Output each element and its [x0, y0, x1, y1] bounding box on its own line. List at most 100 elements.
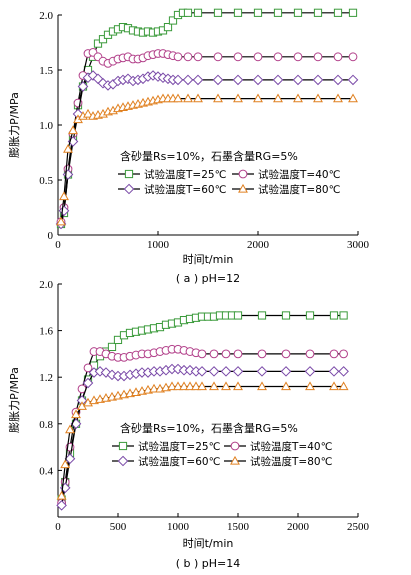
data-point	[281, 311, 291, 320]
data-point	[167, 381, 177, 391]
data-point	[71, 409, 81, 419]
data-point	[183, 93, 193, 103]
legend-item: 试验温度T=40℃	[224, 440, 332, 453]
legend-label: 试验温度T=80℃	[250, 455, 332, 468]
data-point	[149, 383, 159, 393]
annotation: 含砂量Rs=10%，石墨含量RG=5%	[120, 421, 298, 435]
x-tick-label: 3000	[347, 239, 370, 251]
y-tick-label: 1.0	[39, 120, 53, 132]
data-point	[333, 93, 343, 103]
data-point	[209, 381, 219, 391]
annotation: 含砂量Rs=10%，石墨含量RG=5%	[120, 149, 298, 163]
legend-marker	[124, 169, 134, 179]
y-tick-label: 0	[48, 230, 54, 242]
data-point	[65, 424, 75, 434]
data-point	[273, 8, 283, 17]
data-point	[77, 81, 89, 92]
data-point	[185, 381, 195, 391]
data-point	[328, 366, 340, 377]
data-point	[272, 74, 284, 86]
data-point	[257, 311, 267, 320]
data-point	[233, 349, 243, 359]
y-tick-label: 2.0	[39, 10, 53, 22]
legend-marker	[118, 441, 128, 451]
legend-marker	[230, 441, 240, 451]
data-point	[107, 342, 117, 352]
x-tick-label: 500	[110, 521, 127, 533]
legend-marker	[238, 169, 248, 179]
x-tick-label: 1000	[167, 521, 190, 533]
legend-label: 试验温度T=60℃	[138, 455, 220, 468]
data-point	[83, 363, 93, 373]
y-tick-label: 1.5	[39, 65, 53, 77]
data-point	[253, 8, 263, 17]
data-point	[233, 93, 243, 103]
legend-label: 试验温度T=60℃	[144, 183, 226, 196]
data-point	[179, 381, 189, 391]
data-point	[329, 311, 339, 320]
data-point	[213, 52, 223, 62]
data-point	[292, 74, 304, 86]
data-point	[253, 93, 263, 103]
y-axis-label: 膨胀力P/MPa	[7, 92, 21, 158]
data-point	[329, 381, 339, 391]
data-point	[209, 349, 219, 359]
legend-item: 试验温度T=25℃	[112, 440, 220, 453]
data-point	[98, 35, 108, 44]
data-point	[329, 349, 339, 359]
series-triangle	[56, 381, 349, 500]
y-tick-label: 0.5	[39, 175, 53, 187]
data-point	[253, 52, 263, 62]
x-tick-label: 0	[55, 521, 61, 533]
legend-item: 试验温度T=25℃	[118, 168, 226, 181]
legend-item: 试验温度T=80℃	[224, 455, 332, 468]
data-point	[64, 453, 76, 465]
data-point	[281, 381, 291, 391]
data-point	[197, 381, 207, 391]
data-point	[208, 366, 220, 377]
data-point	[59, 191, 69, 201]
legend-item: 试验温度T=40℃	[232, 168, 340, 181]
legend-label: 试验温度T=25℃	[144, 168, 226, 181]
data-point	[281, 349, 291, 359]
chart-panel-b: 0 500 1000 1500 2000 2500 0.4 0.8 1.2 1.6 2.0 时间t/m…	[7, 279, 370, 570]
data-point	[233, 311, 243, 320]
legend-label: 试验温度T=40℃	[250, 440, 332, 453]
data-point	[213, 8, 223, 17]
data-point	[338, 381, 349, 391]
x-tick-label: 2500	[347, 521, 370, 533]
data-point	[82, 377, 94, 389]
data-point	[233, 8, 243, 17]
data-point	[280, 366, 292, 377]
data-point	[87, 70, 99, 81]
data-point	[56, 490, 67, 500]
series-diamond	[56, 363, 349, 511]
data-point	[62, 169, 74, 180]
data-point	[232, 366, 244, 377]
data-point	[221, 349, 231, 359]
data-point	[173, 93, 183, 103]
data-point	[113, 335, 123, 345]
data-point	[257, 381, 267, 391]
series-line	[60, 51, 353, 222]
series-circle	[56, 48, 358, 227]
data-point	[172, 74, 184, 86]
data-point	[213, 93, 223, 103]
data-point	[293, 8, 303, 17]
data-point	[252, 74, 264, 86]
data-point	[305, 349, 315, 359]
data-point	[304, 366, 316, 377]
data-point	[273, 52, 283, 62]
series-square	[57, 311, 348, 504]
data-point	[256, 366, 268, 377]
y-tick-label: 2.0	[39, 279, 53, 291]
data-point	[184, 364, 196, 376]
data-point	[233, 52, 243, 62]
y-tick-label: 1.6	[39, 326, 53, 338]
data-point	[68, 125, 78, 135]
data-point	[193, 52, 203, 62]
chart-caption: ( b ) pH=14	[176, 557, 241, 570]
data-point	[220, 366, 232, 377]
y-axis-label: 膨胀力P/MPa	[7, 367, 21, 433]
y-tick-label: 0.4	[39, 465, 53, 477]
